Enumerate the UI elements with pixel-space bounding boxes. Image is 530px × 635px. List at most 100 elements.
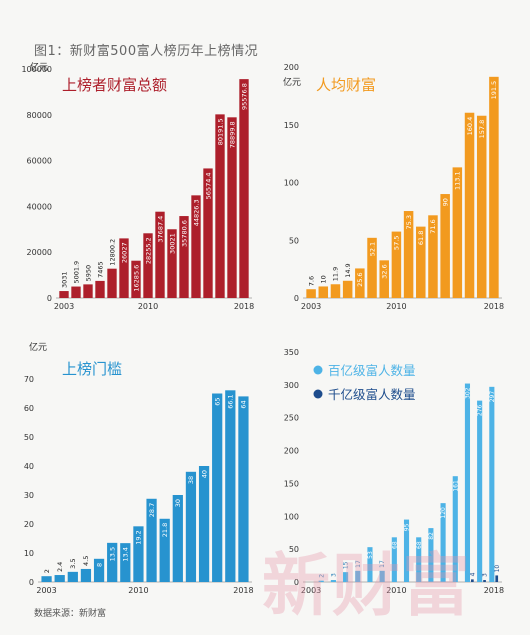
bar <box>238 396 249 582</box>
data-label: 28.7 <box>148 503 156 517</box>
data-label: 157.8 <box>478 120 486 139</box>
data-label: 19.2 <box>135 530 143 544</box>
y-tick-label: 50 <box>24 433 34 442</box>
data-label: 302 <box>465 387 472 399</box>
bar <box>131 260 141 298</box>
bar <box>71 286 81 298</box>
bar-series-1 <box>477 400 483 582</box>
bar <box>403 211 414 298</box>
bar <box>146 498 157 582</box>
watermark: 新财富 <box>262 546 473 626</box>
bar <box>179 216 189 298</box>
y-tick-label: 60 <box>24 404 34 413</box>
chart-panel-1: 0 20000 40000 60000 80000 100000 2003 2010 2018 亿… <box>21 61 254 311</box>
bar-series-1 <box>416 537 422 582</box>
bar-series-1 <box>464 383 471 582</box>
data-label: 57.5 <box>393 236 401 250</box>
data-label: 14.9 <box>344 263 352 277</box>
data-label: 10 <box>320 275 328 283</box>
y-tick-label: 40000 <box>27 202 52 211</box>
bar <box>416 226 426 298</box>
data-label: 52.1 <box>368 242 376 256</box>
chart-title: 上榜门槛 <box>62 360 122 378</box>
bar-series-1 <box>391 537 397 582</box>
bar-series-1 <box>355 570 361 582</box>
data-label: 2.4 <box>56 562 64 572</box>
bar <box>59 291 69 298</box>
data-label: 3 <box>482 573 489 577</box>
bar <box>342 280 353 298</box>
bar <box>306 289 316 298</box>
y-tick-label: 0 <box>294 578 299 587</box>
data-label: 56574.4 <box>204 172 212 199</box>
bar <box>355 268 365 298</box>
bar-series-1 <box>379 570 385 582</box>
data-label: 40 <box>200 470 208 478</box>
chart-title: 人均财富 <box>316 76 376 94</box>
chart-panel-4: 0 50 100 150 200 250 300 350 2003 2010 2018 2 3 15 17 5… <box>284 348 504 595</box>
bar <box>489 76 499 298</box>
x-tick-label: 2018 <box>484 302 504 311</box>
data-label: 3.5 <box>69 559 77 569</box>
bar <box>239 79 249 299</box>
data-label: 8 <box>95 563 103 567</box>
legend-label: 千亿级富人数量 <box>328 387 416 402</box>
bar <box>452 167 463 298</box>
bar-series-1 <box>367 547 373 582</box>
x-tick-label: 2003 <box>36 586 56 595</box>
x-tick-label: 2003 <box>301 586 321 595</box>
data-label: 30021 <box>168 233 176 254</box>
bar <box>227 117 237 298</box>
y-tick-label: 40 <box>24 462 34 471</box>
data-label: 16285.6 <box>132 265 140 292</box>
bar-series-1 <box>452 476 458 582</box>
data-label: 95 <box>404 523 411 531</box>
data-label: 68 <box>416 541 423 549</box>
y-tick-label: 50 <box>289 236 299 245</box>
bar <box>83 284 93 298</box>
bar <box>318 286 329 298</box>
data-label: 26027 <box>120 242 128 263</box>
y-tick-label: 0 <box>47 294 52 303</box>
data-label: 17 <box>379 560 386 568</box>
y-tick-label: 30 <box>24 491 34 500</box>
data-label: 28255.2 <box>144 237 152 264</box>
data-label: 37687.4 <box>156 216 164 243</box>
bar <box>67 571 78 582</box>
y-tick-label: 150 <box>284 121 299 130</box>
data-label: 44826.3 <box>192 199 200 226</box>
y-axis-unit: 亿元 <box>283 76 301 88</box>
data-label: 61.8 <box>417 231 425 245</box>
bar <box>379 260 389 298</box>
data-label: 2 <box>43 569 51 573</box>
bar <box>185 471 197 582</box>
y-tick-label: 10 <box>24 549 34 558</box>
data-label: 53 <box>367 551 374 559</box>
bar <box>93 558 105 582</box>
bar-series-2 <box>483 580 486 582</box>
y-tick-label: 200 <box>284 447 299 456</box>
data-label: 38 <box>187 476 195 484</box>
bar <box>172 495 183 582</box>
bar <box>203 168 213 298</box>
bar-series-1 <box>428 528 434 582</box>
data-label: 82 <box>428 532 435 540</box>
bar <box>215 114 225 298</box>
chart-title: 上榜者财富总额 <box>62 76 167 94</box>
y-axis-unit: 亿元 <box>29 341 47 353</box>
data-label: 71.6 <box>429 219 437 233</box>
x-tick-label: 2010 <box>128 586 148 595</box>
bar <box>107 268 117 298</box>
y-tick-label: 60000 <box>27 157 52 166</box>
data-label: 25.6 <box>356 272 364 286</box>
bar <box>159 518 170 582</box>
bar <box>225 390 236 582</box>
data-label: 13.5 <box>108 547 116 561</box>
data-label: 15 <box>343 561 350 569</box>
y-tick-label: 20000 <box>27 248 52 257</box>
y-tick-label: 200 <box>284 63 299 72</box>
data-label: 276 <box>477 404 484 416</box>
bar-series-1 <box>440 503 446 582</box>
bar <box>367 237 377 298</box>
